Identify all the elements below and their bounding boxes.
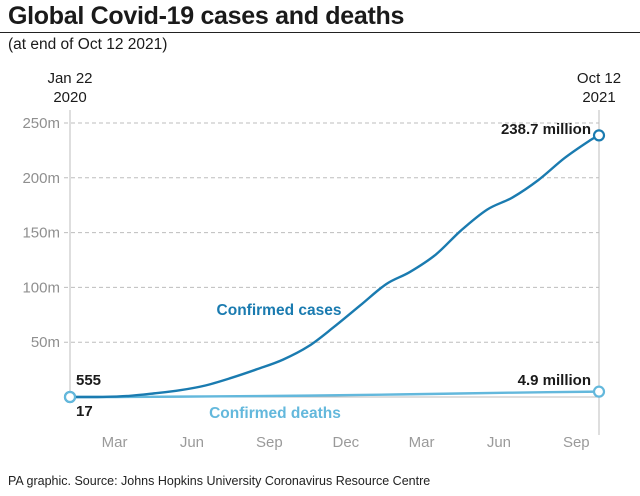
cases-end-marker: [592, 129, 606, 142]
end-date-label: Oct 12: [577, 70, 621, 87]
deaths-end-value: 4.9 million: [518, 372, 591, 389]
x-tick-label: Dec: [333, 434, 360, 451]
chart-subtitle: (at end of Oct 12 2021): [8, 36, 168, 53]
chart-title: Global Covid-19 cases and deaths: [8, 2, 405, 30]
x-tick-label: Mar: [409, 434, 435, 451]
end-year-label: 2021: [582, 89, 615, 106]
x-tick-label: Sep: [563, 434, 590, 451]
start-year-label: 2020: [53, 89, 86, 106]
cases-series-label: Confirmed cases: [217, 302, 342, 319]
deaths-line: [68, 390, 601, 399]
y-tick-label: 200m: [22, 170, 60, 187]
x-tick-label: Sep: [256, 434, 283, 451]
deaths-series-label: Confirmed deaths: [209, 405, 341, 422]
y-tick-label: 250m: [22, 115, 60, 132]
label-layer: 555 17 238.7 million 4.9 million Confirmed c…: [76, 121, 591, 422]
x-tick-label: Jun: [180, 434, 204, 451]
x-tick-label: Jun: [487, 434, 511, 451]
cases-start-value: 555: [76, 372, 101, 389]
axis-layer: 50m 100m 150m 200m 250m Mar Jun Sep Dec Mar Jun Sep…: [22, 70, 621, 451]
x-tick-label: Mar: [102, 434, 128, 451]
start-date-label: Jan 22: [47, 70, 92, 87]
source-note: PA graphic. Source: Johns Hopkins Univer…: [8, 474, 431, 488]
y-tick-label: 50m: [31, 334, 60, 351]
cases-end-value: 238.7 million: [501, 121, 591, 138]
cases-line: [68, 134, 601, 399]
series-layer: [63, 129, 606, 404]
title-divider: [0, 32, 640, 33]
y-tick-label: 100m: [22, 279, 60, 296]
y-tick-label: 150m: [22, 225, 60, 242]
deaths-start-marker: [63, 390, 77, 404]
deaths-start-value: 17: [76, 403, 93, 420]
deaths-end-marker: [592, 385, 606, 398]
